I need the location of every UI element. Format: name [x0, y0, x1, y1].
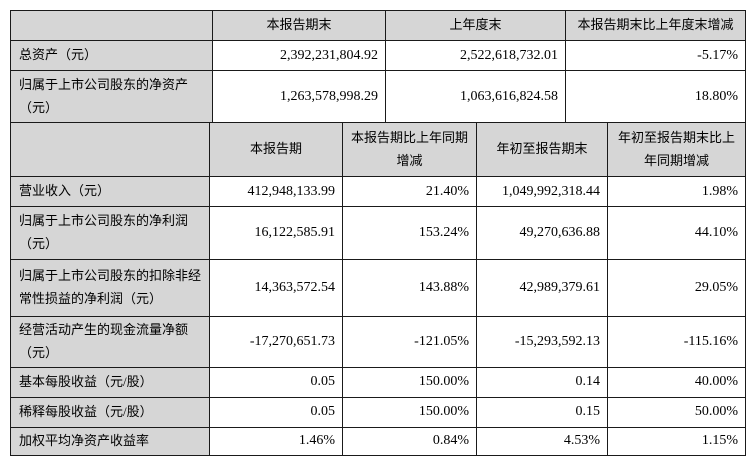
table2-header-row: 本报告期 本报告期比上年同期增减 年初至报告期末 年初至报告期末比上年同期增减 — [10, 122, 746, 177]
balance-summary-table: 本报告期末 上年度末 本报告期末比上年度末增减 总资产（元） 2,392,231… — [10, 10, 746, 123]
table-row-basic-eps: 基本每股收益（元/股） 0.05 150.00% 0.14 40.00% — [10, 366, 746, 398]
value-cell: 0.05 — [209, 366, 343, 398]
value-cell: 150.00% — [342, 396, 477, 428]
table1-header-prior-year-end: 上年度末 — [385, 10, 566, 41]
value-cell: 42,989,379.61 — [476, 259, 608, 317]
value-cell: 0.14 — [476, 366, 608, 398]
row-label: 经营活动产生的现金流量净额（元） — [10, 316, 210, 368]
row-label: 归属于上市公司股东的净资产（元） — [10, 70, 213, 123]
value-cell: 2,522,618,732.01 — [385, 40, 566, 71]
value-cell: 50.00% — [607, 396, 746, 428]
table-row-diluted-eps: 稀释每股收益（元/股） 0.05 150.00% 0.15 50.00% — [10, 396, 746, 428]
value-cell: 0.84% — [342, 426, 477, 456]
value-cell: 1,263,578,998.29 — [212, 70, 386, 123]
table1-header-empty — [10, 10, 213, 41]
value-cell: 16,122,585.91 — [209, 206, 343, 260]
value-cell: 1,063,616,824.58 — [385, 70, 566, 123]
value-cell: 0.05 — [209, 396, 343, 428]
table-row-total-assets: 总资产（元） 2,392,231,804.92 2,522,618,732.01… — [10, 40, 746, 71]
value-cell: -5.17% — [565, 40, 746, 71]
value-cell: 21.40% — [342, 176, 477, 207]
row-label: 加权平均净资产收益率 — [10, 426, 210, 456]
value-cell: 29.05% — [607, 259, 746, 317]
row-label: 稀释每股收益（元/股） — [10, 396, 210, 428]
financial-report-page: 本报告期末 上年度末 本报告期末比上年度末增减 总资产（元） 2,392,231… — [0, 10, 751, 468]
value-cell: 412,948,133.99 — [209, 176, 343, 207]
value-cell: 0.15 — [476, 396, 608, 428]
value-cell: 44.10% — [607, 206, 746, 260]
value-cell: 18.80% — [565, 70, 746, 123]
row-label: 总资产（元） — [10, 40, 213, 71]
table2-header-change-vs-same-period: 本报告期比上年同期增减 — [342, 122, 477, 177]
table2-header-ytd-change-vs-same-period: 年初至报告期末比上年同期增减 — [607, 122, 746, 177]
value-cell: 153.24% — [342, 206, 477, 260]
row-label: 营业收入（元） — [10, 176, 210, 207]
value-cell: -121.05% — [342, 316, 477, 368]
value-cell: 40.00% — [607, 366, 746, 398]
table-row-net-assets-attributable: 归属于上市公司股东的净资产（元） 1,263,578,998.29 1,063,… — [10, 70, 746, 123]
value-cell: -17,270,651.73 — [209, 316, 343, 368]
table1-header-current-period-end: 本报告期末 — [212, 10, 386, 41]
value-cell: 2,392,231,804.92 — [212, 40, 386, 71]
income-summary-table: 本报告期 本报告期比上年同期增减 年初至报告期末 年初至报告期末比上年同期增减 … — [10, 122, 746, 456]
table1-header-row: 本报告期末 上年度末 本报告期末比上年度末增减 — [10, 10, 746, 41]
table2-header-current-period: 本报告期 — [209, 122, 343, 177]
row-label: 归属于上市公司股东的净利润（元） — [10, 206, 210, 260]
value-cell: 49,270,636.88 — [476, 206, 608, 260]
table1-header-change-vs-prior-year-end: 本报告期末比上年度末增减 — [565, 10, 746, 41]
value-cell: -15,293,592.13 — [476, 316, 608, 368]
value-cell: 14,363,572.54 — [209, 259, 343, 317]
table-row-weighted-average-roe: 加权平均净资产收益率 1.46% 0.84% 4.53% 1.15% — [10, 426, 746, 456]
table2-header-empty — [10, 122, 210, 177]
value-cell: 1.46% — [209, 426, 343, 456]
value-cell: 4.53% — [476, 426, 608, 456]
value-cell: 150.00% — [342, 366, 477, 398]
row-label: 基本每股收益（元/股） — [10, 366, 210, 398]
table2-header-year-to-date: 年初至报告期末 — [476, 122, 608, 177]
row-label: 归属于上市公司股东的扣除非经常性损益的净利润（元） — [10, 259, 210, 317]
value-cell: 143.88% — [342, 259, 477, 317]
value-cell: 1.98% — [607, 176, 746, 207]
table-row-operating-revenue: 营业收入（元） 412,948,133.99 21.40% 1,049,992,… — [10, 176, 746, 207]
value-cell: -115.16% — [607, 316, 746, 368]
value-cell: 1,049,992,318.44 — [476, 176, 608, 207]
value-cell: 1.15% — [607, 426, 746, 456]
table-row-operating-cash-flow: 经营活动产生的现金流量净额（元） -17,270,651.73 -121.05%… — [10, 316, 746, 368]
table-row-net-profit-after-deductions: 归属于上市公司股东的扣除非经常性损益的净利润（元） 14,363,572.54 … — [10, 259, 746, 317]
table-row-net-profit-attributable: 归属于上市公司股东的净利润（元） 16,122,585.91 153.24% 4… — [10, 206, 746, 260]
